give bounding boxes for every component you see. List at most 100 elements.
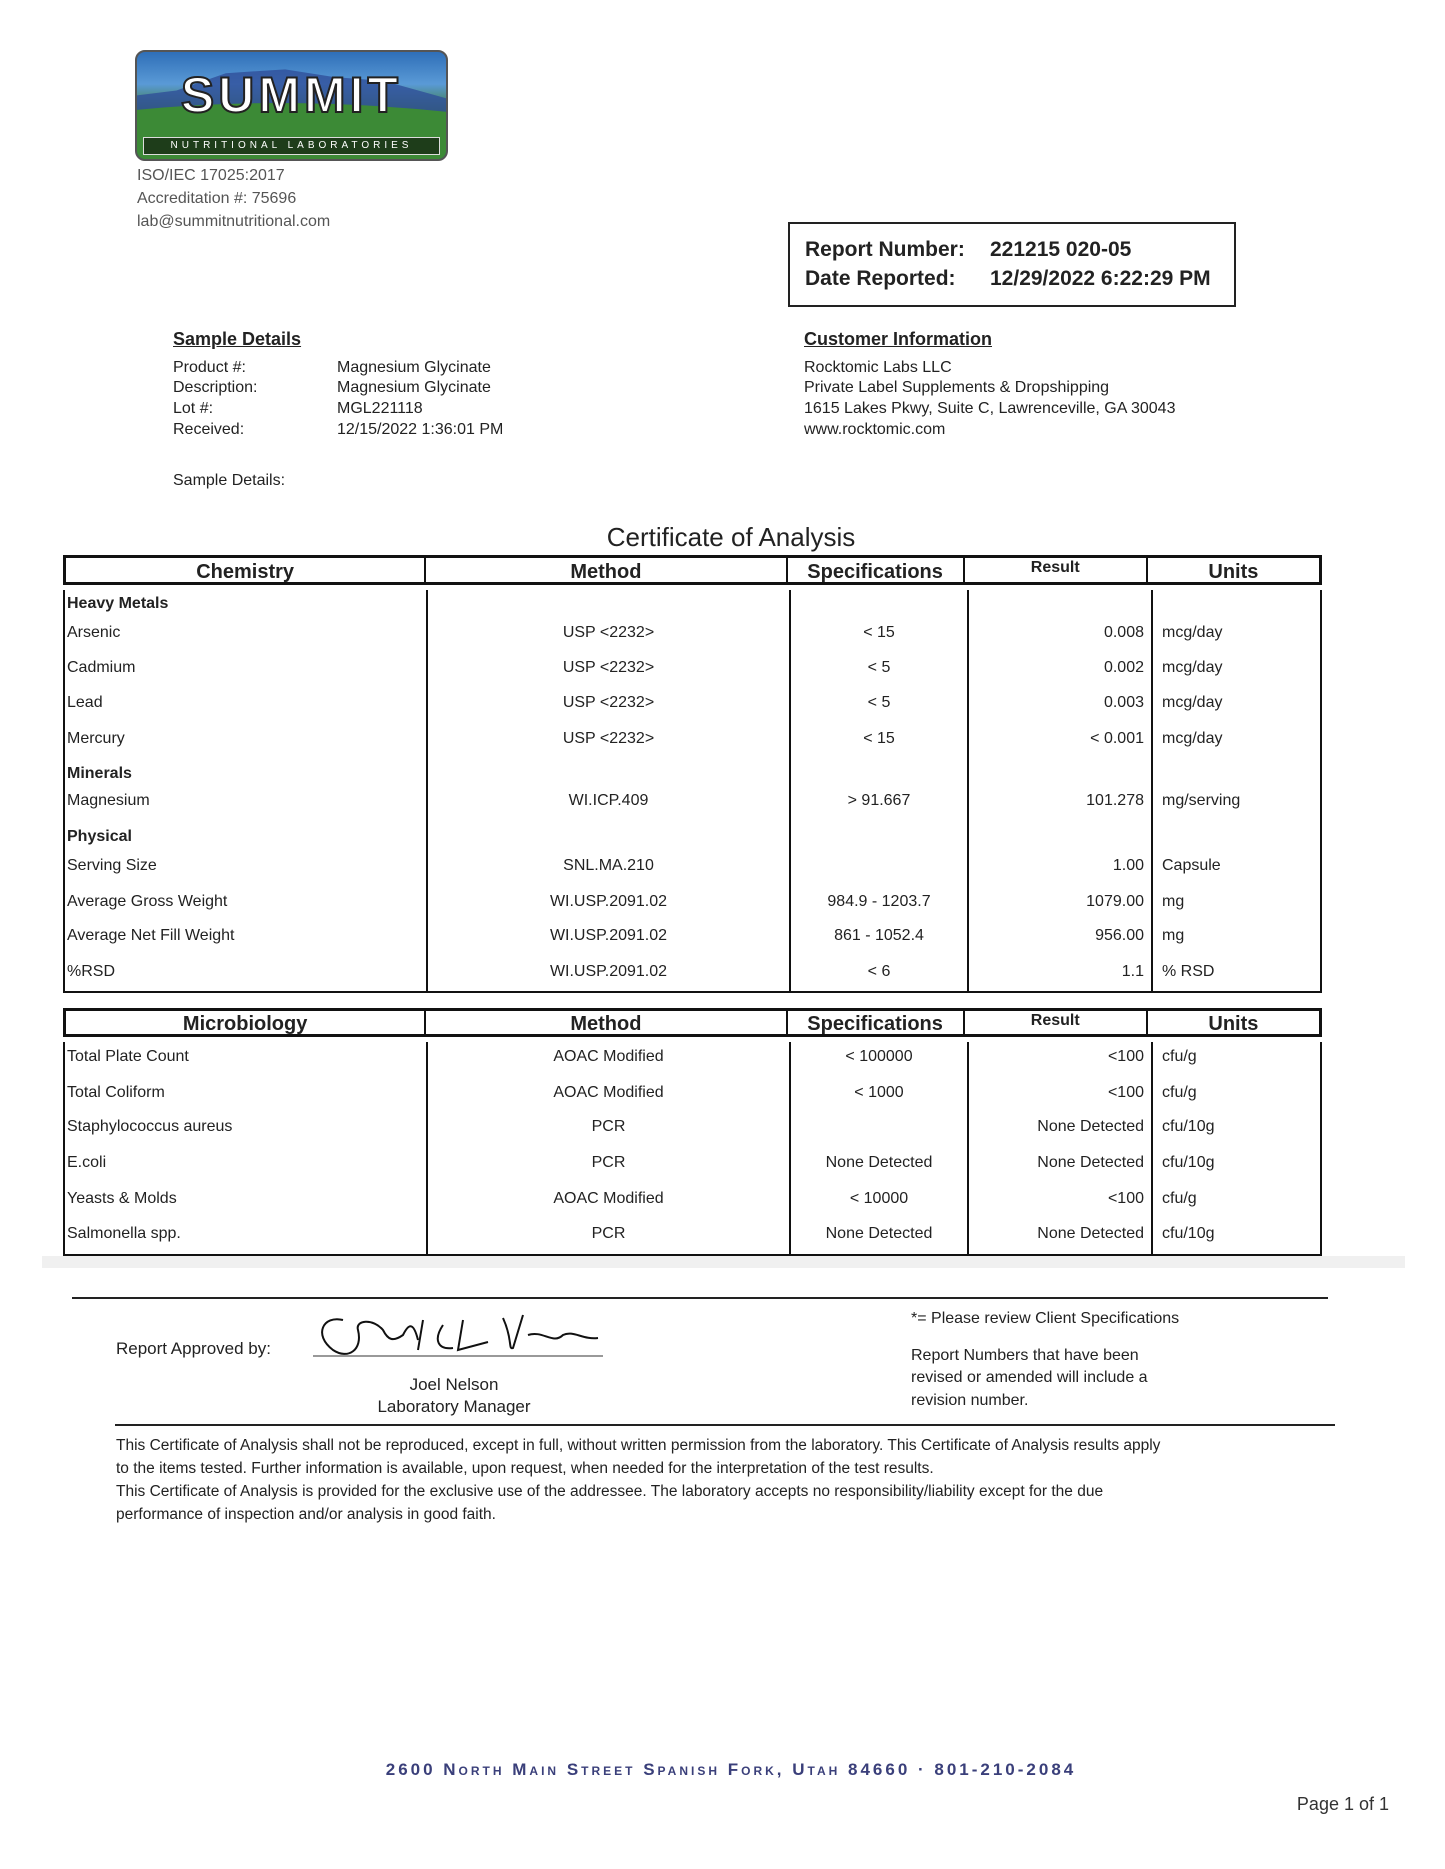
analyte-name: E.coli: [67, 1154, 107, 1171]
method: AOAC Modified: [553, 1190, 664, 1207]
table-body: Total Plate Count AOAC Modified < 100000 <1…: [63, 1042, 1322, 1256]
logo-wordmark: SUMMIT: [180, 66, 403, 124]
approver-name: Joel Nelson: [409, 1375, 499, 1394]
units: cfu/10g: [1162, 1225, 1215, 1242]
specification: > 91.667: [847, 792, 911, 809]
units: Capsule: [1162, 857, 1221, 874]
result: None Detected: [1037, 1225, 1144, 1242]
lab-email: lab@summitnutritional.com: [137, 213, 331, 230]
units: % RSD: [1162, 963, 1215, 980]
column-header: Chemistry: [66, 558, 427, 583]
group-heading: Physical: [67, 828, 132, 845]
column-header: Method: [426, 558, 788, 583]
analyte-name: Total Plate Count: [67, 1048, 189, 1065]
table-body: Heavy Metals Arsenic USP <2232> < 15 0.008 mc…: [63, 590, 1322, 993]
customer-info-heading: Customer Information: [804, 329, 993, 349]
column-divider: [967, 590, 969, 991]
column-header: Specifications: [788, 558, 965, 583]
page-number: Page 1 of 1: [1296, 1794, 1389, 1814]
column-divider: [967, 1042, 969, 1254]
approver-role: Laboratory Manager: [377, 1397, 531, 1416]
units: mcg/day: [1162, 659, 1223, 676]
units: cfu/10g: [1162, 1154, 1215, 1171]
disclaimer-line: This Certificate of Analysis shall not b…: [116, 1437, 1161, 1454]
approved-by-label: Report Approved by:: [116, 1339, 271, 1358]
specification: < 15: [863, 624, 895, 641]
specification: < 15: [863, 730, 895, 747]
result: 956.00: [1095, 927, 1144, 944]
method: SNL.MA.210: [563, 857, 654, 874]
units: cfu/g: [1162, 1048, 1197, 1065]
column-header: Method: [426, 1011, 788, 1035]
column-header: Units: [1208, 1013, 1259, 1035]
result: 101.278: [1086, 792, 1144, 809]
result: 1.00: [1112, 857, 1144, 874]
report-info-box: Report Number: 221215 020-05 Date Report…: [788, 222, 1236, 307]
table-header-row: Microbiology Method Specifications Result Un…: [63, 1008, 1322, 1037]
table-header-row: Chemistry Method Specifications Result Units: [63, 555, 1322, 585]
column-divider: [789, 1042, 791, 1254]
method: USP <2232>: [562, 730, 655, 747]
customer-info-line: Private Label Supplements & Dropshipping: [804, 379, 1110, 396]
specification: 984.9 - 1203.7: [827, 893, 931, 910]
specification: < 5: [867, 659, 891, 676]
analyte-name: Cadmium: [67, 659, 136, 676]
column-header: Units: [1208, 561, 1259, 583]
result: < 0.001: [1090, 730, 1144, 747]
grey-band: [42, 1256, 1405, 1268]
analyte-name: Mercury: [67, 730, 125, 747]
revision-note-1: Report Numbers that have been: [911, 1347, 1139, 1364]
units: mcg/day: [1162, 730, 1223, 747]
method: PCR: [591, 1118, 626, 1135]
disclaimer-line: This Certificate of Analysis is provided…: [116, 1483, 1104, 1500]
sample-field-value: Magnesium Glycinate: [337, 379, 491, 396]
specification: < 6: [867, 963, 891, 980]
analyte-name: Salmonella spp.: [67, 1225, 181, 1242]
client-spec-note: *= Please review Client Specifications: [911, 1310, 1180, 1327]
report-number-label: Report Number:: [805, 238, 965, 261]
date-reported: 12/29/2022 6:22:29 PM: [990, 267, 1211, 290]
customer-info-line: www.rocktomic.com: [804, 421, 946, 438]
signature: [313, 1310, 603, 1368]
sample-field-label: Received:: [173, 421, 245, 438]
logo-subtext: NUTRITIONAL LABORATORIES: [143, 137, 440, 155]
analyte-name: Average Net Fill Weight: [67, 927, 235, 944]
analyte-name: Yeasts & Molds: [67, 1190, 177, 1207]
method: USP <2232>: [562, 659, 655, 676]
result: 0.008: [1103, 624, 1144, 641]
units: cfu/10g: [1162, 1118, 1215, 1135]
method: WI.ICP.409: [568, 792, 649, 809]
units: mg: [1162, 893, 1185, 910]
analyte-name: Staphylococcus aureus: [67, 1118, 233, 1135]
specification: < 100000: [845, 1048, 913, 1065]
specification: < 5: [867, 694, 891, 711]
customer-info-line: Rocktomic Labs LLC: [804, 359, 952, 376]
method: USP <2232>: [562, 694, 655, 711]
column-header: Microbiology: [66, 1011, 427, 1035]
sample-details-label: Sample Details:: [173, 472, 286, 489]
result: <100: [1107, 1190, 1144, 1207]
group-heading: Heavy Metals: [67, 595, 169, 612]
result: None Detected: [1037, 1118, 1144, 1135]
result: 1.1: [1121, 963, 1144, 980]
footer-address: 2600 North Main Street Spanish Fork, Uta…: [385, 1760, 1077, 1779]
sample-field-value: Magnesium Glycinate: [337, 359, 491, 376]
analyte-name: Average Gross Weight: [67, 893, 228, 910]
accreditation-number: Accreditation #: 75696: [137, 190, 297, 207]
column-divider: [1151, 590, 1153, 991]
column-header: Result: [965, 1011, 1148, 1034]
result: 0.003: [1103, 694, 1144, 711]
divider: [72, 1297, 1328, 1299]
result: 0.002: [1103, 659, 1144, 676]
specification: None Detected: [825, 1154, 933, 1171]
analyte-name: Total Coliform: [67, 1084, 165, 1101]
group-heading: Minerals: [67, 765, 132, 782]
column-header: Specifications: [788, 1011, 965, 1035]
method: PCR: [591, 1154, 626, 1171]
analyte-name: Magnesium: [67, 792, 150, 809]
sample-field-label: Lot #:: [173, 400, 214, 417]
method: AOAC Modified: [553, 1048, 664, 1065]
revision-note-2: revised or amended will include a: [911, 1369, 1148, 1386]
column-divider: [426, 1042, 428, 1254]
analyte-name: Lead: [67, 694, 103, 711]
